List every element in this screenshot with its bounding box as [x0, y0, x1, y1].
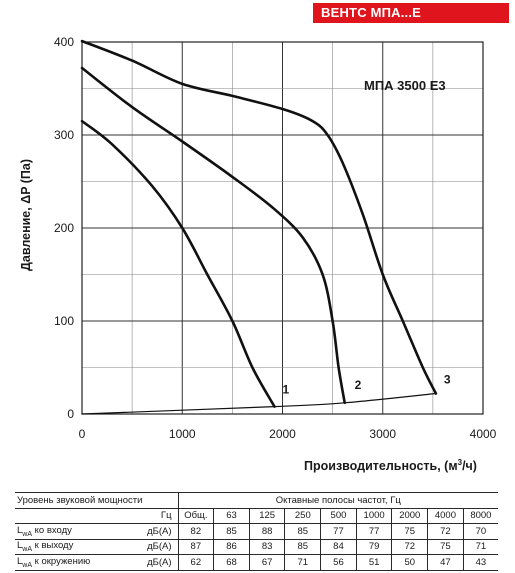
- table-cell: 88: [248, 523, 285, 540]
- x-tick-label: 0: [79, 427, 86, 441]
- table-cell: 47: [427, 554, 464, 571]
- table-cell: 68: [213, 554, 250, 571]
- table-cell: 56: [320, 554, 357, 571]
- x-axis-title: Производительность, (м3/ч): [304, 458, 477, 473]
- curve-1: [80, 119, 276, 408]
- y-tick-label: 200: [54, 221, 74, 235]
- brand-header: ВЕНТС МПА...Е: [313, 3, 509, 23]
- y-tick-label: 0: [67, 407, 74, 421]
- chart-curve-labels: 1 2 3: [282, 373, 450, 397]
- curve-label-2: 2: [355, 378, 362, 392]
- table-cell: 51: [355, 554, 392, 571]
- x-tick-label: 3000: [369, 427, 396, 441]
- table-row: LwA ко входу дБ(А) 82 85 88 85 77 77 75 72 70: [15, 523, 498, 540]
- table-cell: 72: [391, 538, 428, 555]
- table-cell: 79: [355, 538, 392, 555]
- table-cell: 72: [427, 523, 464, 540]
- table-cell: 85: [284, 523, 321, 540]
- table-header-row: Уровень звуковой мощности Октавные полос…: [15, 492, 498, 509]
- sound-power-table: Уровень звуковой мощности Октавные полос…: [15, 492, 498, 571]
- x-axis-title-sup: 3: [458, 458, 463, 467]
- table-row: LwA к окружению дБ(А) 62 68 67 71 56 51 50 47 43: [15, 554, 498, 571]
- table-row: LwA к выходу дБ(А) 87 86 83 85 84 79 72 75 71: [15, 538, 498, 555]
- row-unit: дБ(А): [129, 554, 179, 571]
- y-tick-label: 400: [54, 35, 74, 49]
- freq-header-cell: 4000: [427, 507, 464, 524]
- chart-tick-labels: 0 1000 2000 3000 4000 0 100 200 300 400: [54, 35, 497, 441]
- table-cell: 85: [284, 538, 321, 555]
- table-cell: 43: [462, 554, 498, 571]
- chart-grid: [81, 41, 484, 415]
- x-axis-title-main: Производительность, (м: [304, 459, 458, 473]
- table-cell: 87: [177, 538, 214, 555]
- curve-2: [80, 66, 346, 405]
- x-tick-label: 1000: [169, 427, 196, 441]
- table-cell: 71: [462, 538, 498, 555]
- row-label: LwA к выходу: [15, 538, 130, 555]
- freq-header-cell: 2000: [391, 507, 428, 524]
- curve-3: [80, 39, 438, 395]
- table-cell: 67: [248, 554, 285, 571]
- table-cell: 62: [177, 554, 214, 571]
- plot-frame: [81, 41, 484, 415]
- y-axis-title: Давление, ΔP (Па): [19, 159, 33, 271]
- header-hz: Гц: [129, 507, 179, 524]
- freq-header-cell: 250: [284, 507, 321, 524]
- table-cell: 77: [320, 523, 357, 540]
- curve-label-1: 1: [282, 383, 289, 397]
- performance-chart: 0 1000 2000 3000 4000 0 100 200 300 400 1 2 3 МПА 3…: [19, 35, 497, 473]
- freq-header-cell: 8000: [462, 507, 498, 524]
- table-cell: 50: [391, 554, 428, 571]
- x-tick-label: 4000: [470, 427, 497, 441]
- freq-header-cell: 63: [213, 507, 250, 524]
- table-cell: 85: [213, 523, 250, 540]
- table-cell: 82: [177, 523, 214, 540]
- row-label: LwA к окружению: [15, 554, 130, 571]
- table-cell: 71: [284, 554, 321, 571]
- model-label: МПА 3500 Е3: [364, 78, 446, 93]
- x-tick-label: 2000: [269, 427, 296, 441]
- curve-label-3: 3: [444, 373, 451, 387]
- freq-header-cell: Общ.: [177, 507, 214, 524]
- row-label: LwA ко входу: [15, 523, 130, 540]
- y-tick-label: 100: [54, 314, 74, 328]
- freq-header-cell: 1000: [355, 507, 392, 524]
- freq-header-cell: 125: [248, 507, 285, 524]
- table-cell: 75: [427, 538, 464, 555]
- table-cell: 75: [391, 523, 428, 540]
- table-cell: 84: [320, 538, 357, 555]
- header-sound-level: Уровень звуковой мощности: [15, 492, 179, 509]
- table-cell: 77: [355, 523, 392, 540]
- table-cell: 83: [248, 538, 285, 555]
- table-freq-row: Гц Общ. 63 125 250 500 1000 2000 4000 8000: [15, 507, 498, 524]
- row-unit: дБ(А): [129, 538, 179, 555]
- header-octave-bands: Октавные полосы частот, Гц: [177, 492, 498, 509]
- chart-curves: [80, 39, 438, 415]
- system-curve: [81, 392, 437, 415]
- y-tick-label: 300: [54, 128, 74, 142]
- table-cell: 70: [462, 523, 498, 540]
- freq-header-cell: 500: [320, 507, 357, 524]
- table-cell: 86: [213, 538, 250, 555]
- x-axis-title-end: /ч): [462, 459, 477, 473]
- row-unit: дБ(А): [129, 523, 179, 540]
